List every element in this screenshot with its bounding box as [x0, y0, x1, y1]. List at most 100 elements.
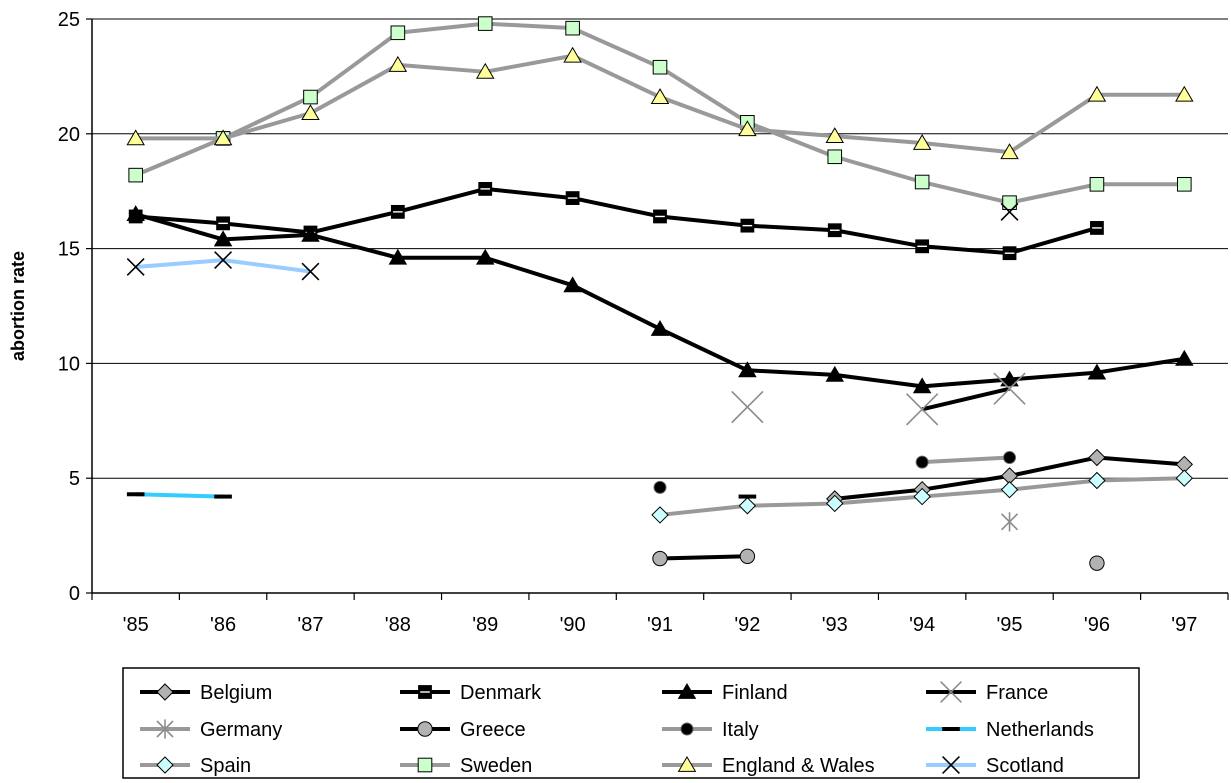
series-line — [135, 492, 224, 499]
data-point — [475, 248, 495, 265]
data-point — [738, 494, 757, 499]
data-point — [915, 239, 930, 254]
data-point — [303, 89, 318, 105]
legend-item: Scotland — [926, 755, 1064, 777]
data-point — [126, 129, 145, 146]
data-point — [216, 216, 230, 231]
data-point — [214, 494, 232, 499]
series-england-wales — [126, 46, 1194, 160]
data-point — [826, 494, 844, 513]
legend-label: Italy — [722, 719, 759, 741]
data-point — [1088, 471, 1106, 490]
legend-item: Netherlands — [926, 719, 1094, 741]
legend-item: Belgium — [140, 682, 272, 704]
legend-marker — [417, 757, 433, 773]
data-point — [650, 319, 670, 336]
legend-item: France — [926, 681, 1048, 704]
data-point — [1003, 451, 1017, 465]
series-france — [731, 372, 1026, 426]
data-point — [1087, 85, 1107, 102]
data-point — [1000, 512, 1019, 532]
legend-label: Denmark — [460, 682, 542, 704]
legend-marker — [156, 719, 174, 739]
data-point — [390, 25, 406, 41]
x-tick-label: '93 — [822, 614, 848, 636]
legend-label: Netherlands — [986, 719, 1094, 741]
legend-marker — [677, 756, 697, 772]
x-tick-label: '91 — [647, 614, 673, 636]
data-point — [478, 182, 493, 196]
data-point — [1000, 370, 1019, 387]
data-point — [1087, 363, 1107, 380]
legend-label: England & Wales — [722, 755, 875, 777]
x-tick-label: '94 — [909, 614, 935, 636]
data-point — [1090, 221, 1104, 235]
legend-item: Germany — [140, 719, 282, 741]
axes — [86, 18, 1229, 600]
legend-label: Belgium — [200, 682, 272, 704]
series-line — [659, 554, 748, 561]
data-point — [1089, 177, 1105, 192]
y-tick-label: 5 — [69, 468, 80, 490]
data-point — [827, 149, 843, 165]
series-line — [921, 386, 1010, 412]
data-point — [827, 223, 842, 238]
series-germany — [1000, 512, 1019, 532]
data-point — [905, 393, 939, 426]
data-point — [993, 372, 1026, 405]
data-point — [1175, 349, 1194, 366]
x-tick-label: '88 — [385, 614, 411, 636]
series-line — [922, 455, 1010, 465]
data-point — [388, 55, 408, 72]
y-tick-label: 25 — [58, 9, 80, 31]
legend-marker — [942, 727, 960, 731]
data-point — [738, 497, 757, 515]
data-point — [563, 276, 582, 293]
y-tick-label: 10 — [58, 353, 80, 375]
legend-item: Sweden — [400, 755, 532, 777]
data-point — [214, 251, 233, 270]
data-point — [731, 390, 764, 424]
x-tick-label: '97 — [1171, 614, 1197, 636]
data-point — [126, 205, 145, 222]
x-tick-label: '95 — [996, 614, 1022, 636]
series-denmark — [128, 182, 1104, 261]
data-point — [475, 62, 495, 79]
data-point — [213, 230, 233, 247]
x-tick-label: '92 — [734, 614, 760, 636]
legend-item: Italy — [662, 719, 759, 741]
data-point — [1175, 469, 1194, 487]
y-tick-labels: 0 5 10 15 20 25 — [58, 9, 80, 605]
series-line — [134, 21, 1185, 205]
legend-marker — [156, 756, 174, 774]
x-tick-labels: '85 '86 '87 '88 '89 '90 '91 '92 '93 '94 '95 '96 '97 — [123, 614, 1198, 636]
data-point — [563, 46, 582, 63]
y-tick-label: 15 — [58, 239, 80, 261]
data-point — [915, 455, 929, 469]
data-point — [652, 59, 668, 75]
y-tick-label: 20 — [58, 124, 80, 146]
data-point — [1000, 202, 1019, 221]
data-point — [739, 548, 756, 564]
data-point — [301, 104, 320, 121]
series-greece — [652, 548, 1105, 571]
series-line — [135, 258, 311, 274]
legend-marker — [680, 722, 694, 736]
data-point — [1088, 448, 1106, 467]
legend-label: Finland — [722, 682, 788, 704]
legend-item: Spain — [140, 755, 251, 777]
data-point — [651, 506, 669, 524]
legend-marker — [417, 721, 433, 737]
data-point — [650, 88, 670, 104]
data-point — [653, 209, 667, 224]
data-point — [1002, 246, 1017, 261]
data-point — [565, 20, 580, 36]
legend-marker — [156, 683, 174, 701]
legend: Belgium Denmark Finland France Germany Greece… — [122, 667, 1140, 779]
x-tick-label: '85 — [123, 614, 149, 636]
data-point — [565, 191, 580, 205]
data-point — [213, 129, 233, 146]
data-point — [1000, 480, 1019, 499]
series-italy — [653, 451, 1017, 494]
